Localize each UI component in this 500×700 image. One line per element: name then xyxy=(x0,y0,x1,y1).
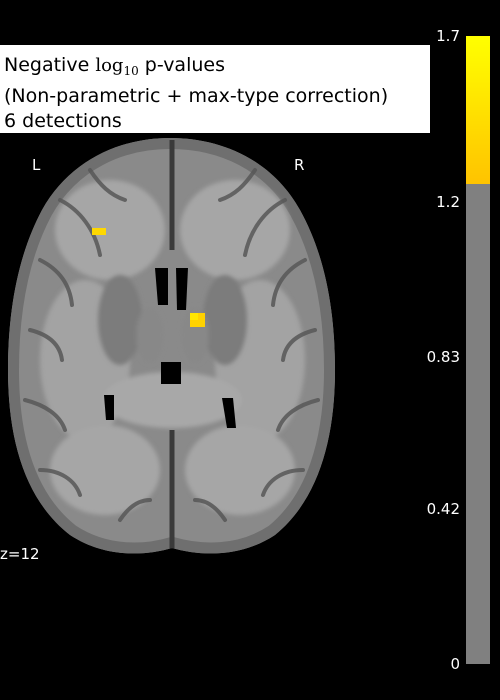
title-line-2: (Non-parametric + max-type correction) xyxy=(4,85,389,107)
colorbar-tick-label: 0 xyxy=(450,655,460,673)
activation-cluster-1 xyxy=(92,228,106,235)
title-log: log xyxy=(95,55,124,76)
title-prefix: Negative xyxy=(4,54,90,76)
colorbar-tick-label: 1.2 xyxy=(436,193,460,212)
title-suffix: p-values xyxy=(144,54,225,76)
title-box: Negative log10 p-values (Non-parametric … xyxy=(0,45,430,133)
slice-coordinate-label: z=12 xyxy=(0,545,40,563)
colorbar-tick-label: 0.83 xyxy=(426,348,460,367)
orientation-left-label: L xyxy=(32,156,41,174)
colorbar-tick-label: 0.42 xyxy=(426,499,460,518)
activation-cluster-2-highlight xyxy=(190,313,198,320)
brain-tissue xyxy=(8,138,335,554)
ventricles xyxy=(104,268,236,428)
title-line-3: 6 detections xyxy=(4,110,122,132)
title-line-1: Negative log10 p-values xyxy=(4,53,430,84)
colorbar xyxy=(466,36,490,664)
colorbar-tick-label: 1.7 xyxy=(436,27,460,45)
orientation-right-label: R xyxy=(294,156,305,174)
colorbar-suprathreshold-segment xyxy=(466,36,490,184)
title-log-sub: 10 xyxy=(123,64,139,78)
